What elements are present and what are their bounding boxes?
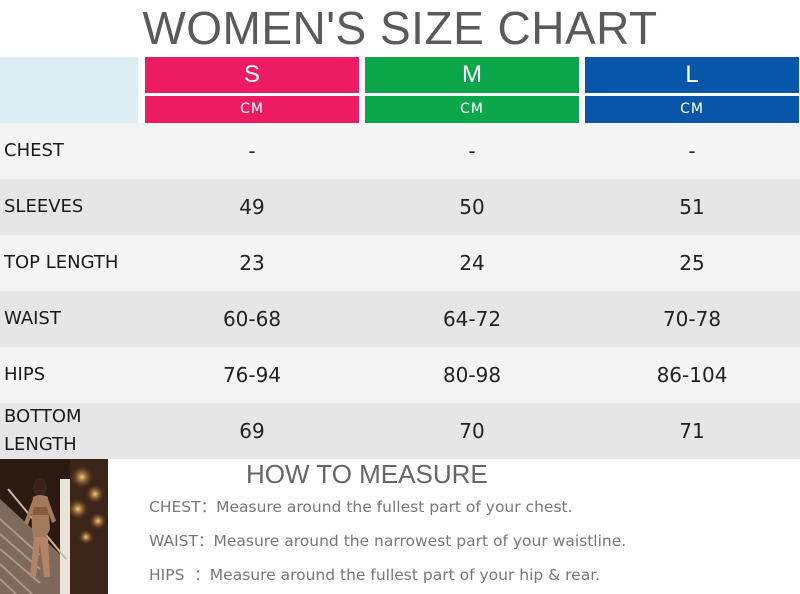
cell-value: 70-78 — [662, 307, 722, 331]
measure-text: Measure around the narrowest part of you… — [213, 532, 627, 550]
cell-value: 49 — [239, 195, 265, 219]
row-label: HIPS — [4, 364, 46, 385]
cell-value: 60-68 — [222, 307, 282, 331]
size-header-s: S — [145, 57, 359, 93]
cell-value: 23 — [239, 251, 265, 275]
row-hips: HIPS 76-94 80-98 86-104 — [0, 347, 800, 403]
cell-value: 70 — [459, 419, 485, 443]
row-top-length: TOP LENGTH 23 24 25 — [0, 235, 800, 291]
chart-title: WOMEN'S SIZE CHART — [142, 2, 658, 54]
unit-header-l: CM — [585, 96, 799, 123]
row-label: SLEEVES — [4, 196, 84, 217]
cell-value: 25 — [679, 251, 705, 275]
cell-value: 64-72 — [442, 307, 502, 331]
header-corner-cell — [0, 57, 138, 123]
cell-value: 50 — [459, 195, 485, 219]
row-label: WAIST — [4, 308, 61, 329]
size-header-l: L — [585, 57, 799, 93]
row-bottom-length: BOTTOM LENGTH 69 70 71 — [0, 403, 800, 459]
unit-header-m: CM — [365, 96, 579, 123]
cell-value: - — [248, 139, 256, 163]
cell-value: 76-94 — [222, 363, 282, 387]
cell-value: 24 — [459, 251, 485, 275]
measure-instruction-waist: WAIST：Measure around the narrowest part … — [149, 531, 626, 551]
measure-instruction-hips: HIPS ：Measure around the fullest part of… — [149, 565, 600, 585]
cell-value: 71 — [679, 419, 705, 443]
cell-value: 86-104 — [656, 363, 728, 387]
measure-instruction-chest: CHEST：Measure around the fullest part of… — [149, 497, 573, 517]
how-to-measure-title: HOW TO MEASURE — [246, 459, 488, 489]
measure-key: HIPS ： — [149, 566, 210, 584]
measure-text: Measure around the fullest part of your … — [216, 498, 573, 516]
cell-value: - — [468, 139, 476, 163]
row-label: BOTTOM LENGTH — [4, 406, 82, 455]
cell-value: - — [688, 139, 696, 163]
row-label: CHEST — [4, 140, 64, 161]
model-photo — [0, 459, 108, 594]
cell-value: 51 — [679, 195, 705, 219]
size-header-m: M — [365, 57, 579, 93]
row-chest: CHEST - - - — [0, 123, 800, 179]
row-waist: WAIST 60-68 64-72 70-78 — [0, 291, 800, 347]
measure-text: Measure around the fullest part of your … — [209, 566, 601, 584]
row-sleeves: SLEEVES 49 50 51 — [0, 179, 800, 235]
measure-key: CHEST： — [149, 498, 217, 516]
cell-value: 80-98 — [442, 363, 502, 387]
cell-value: 69 — [239, 419, 265, 443]
unit-header-s: CM — [145, 96, 359, 123]
measure-key: WAIST： — [149, 532, 214, 550]
row-label: TOP LENGTH — [4, 252, 119, 273]
